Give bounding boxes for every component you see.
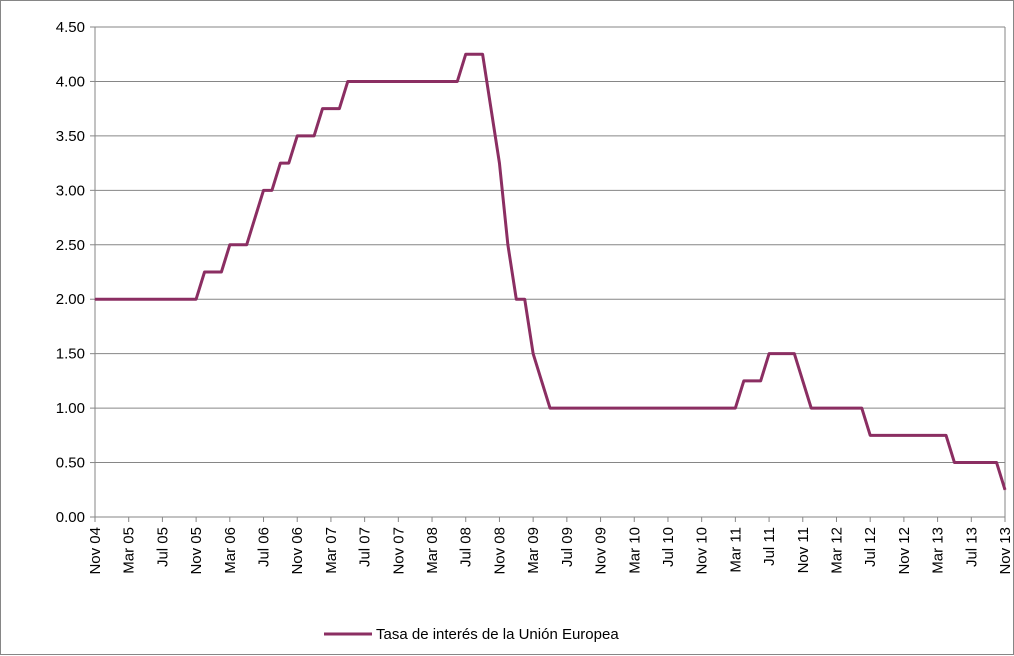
data-point	[810, 407, 812, 409]
y-tick-label: 2.00	[56, 291, 85, 308]
data-point	[734, 407, 736, 409]
data-point	[768, 353, 770, 355]
x-tick-label: Nov 04	[87, 527, 104, 575]
y-tick-label: 0.50	[56, 455, 85, 472]
data-point	[507, 244, 509, 246]
x-tick-label: Nov 12	[896, 527, 913, 575]
x-tick-label: Jul 11	[761, 527, 778, 566]
data-point	[540, 380, 543, 382]
data-point	[802, 380, 804, 382]
data-point	[524, 298, 526, 300]
x-tick-label: Jul 06	[256, 527, 273, 567]
x-tick-label: Mar 08	[424, 527, 441, 574]
x-tick-label: Nov 11	[795, 527, 812, 573]
x-tick-label: Nov 05	[188, 527, 205, 575]
x-tick-label: Nov 10	[694, 527, 711, 575]
legend: Tasa de interés de la Unión Europea	[324, 626, 619, 643]
data-point	[94, 298, 96, 300]
x-tick-label: Jul 08	[458, 527, 475, 567]
data-point	[262, 189, 265, 191]
x-tick-label: Mar 10	[626, 527, 643, 574]
data-point	[254, 216, 256, 219]
y-tick-label: 1.00	[56, 400, 85, 417]
data-point	[869, 434, 871, 436]
x-tick-label: Mar 12	[828, 527, 845, 574]
legend-label: Tasa de interés de la Unión Europea	[376, 626, 619, 643]
data-point	[465, 53, 467, 55]
data-point	[347, 80, 349, 83]
data-point	[945, 434, 947, 436]
x-tick-label: Nov 09	[593, 527, 610, 575]
data-point	[271, 189, 273, 191]
x-tick-label: Nov 08	[491, 527, 508, 575]
y-tick-label: 3.50	[56, 128, 85, 145]
data-point	[743, 380, 745, 382]
data-point	[760, 380, 762, 382]
y-tick-label: 4.00	[56, 73, 85, 90]
x-tick-label: Mar 13	[930, 527, 947, 574]
x-tick-label: Jul 10	[660, 527, 677, 567]
data-point	[321, 108, 324, 110]
x-axis: Nov 04 Mar 05 Jul 05 Nov 05 Mar 06 Jul 06 Nov …	[87, 516, 1014, 575]
data-point	[498, 162, 501, 164]
data-point	[861, 407, 863, 409]
x-tick-label: Mar 05	[121, 527, 138, 574]
y-tick-label: 3.00	[56, 182, 85, 199]
data-point	[288, 162, 290, 164]
series-layer	[94, 52, 1007, 491]
x-tick-label: Nov 13	[997, 527, 1014, 575]
data-point	[793, 353, 795, 355]
data-point	[481, 53, 484, 55]
y-tick-label: 4.50	[56, 19, 85, 36]
data-point	[246, 244, 248, 246]
x-tick-label: Mar 11	[727, 527, 744, 573]
x-tick-label: Jul 13	[963, 527, 980, 567]
x-tick-label: Mar 06	[222, 527, 239, 574]
data-point	[515, 298, 517, 300]
x-tick-label: Jul 09	[559, 527, 576, 567]
data-point	[296, 135, 298, 137]
x-tick-label: Nov 07	[390, 527, 407, 575]
y-axis: 0.00 0.50 1.00 1.50 2.00 2.50 3.00 3.50 4.00 4.50	[56, 19, 96, 526]
x-tick-label: Jul 07	[357, 527, 374, 567]
data-point	[953, 461, 956, 464]
data-point	[220, 271, 222, 273]
data-point	[995, 461, 998, 464]
data-point	[229, 244, 231, 246]
y-tick-label: 2.50	[56, 237, 85, 254]
x-tick-label: Jul 05	[154, 527, 171, 567]
data-point	[532, 353, 534, 355]
x-tick-label: Nov 06	[289, 527, 306, 575]
data-point	[195, 298, 197, 300]
series-line	[95, 52, 1007, 491]
y-tick-label: 0.00	[56, 509, 85, 526]
x-tick-label: Jul 12	[862, 527, 879, 567]
x-tick-label: Mar 07	[323, 527, 340, 574]
grid-lines	[95, 26, 1006, 517]
data-point	[549, 407, 551, 409]
x-tick-label: Mar 09	[525, 527, 542, 574]
y-tick-label: 1.50	[56, 346, 85, 363]
data-point	[338, 108, 340, 110]
data-point	[1004, 489, 1006, 491]
data-point	[456, 80, 458, 83]
data-point	[313, 135, 315, 137]
data-point	[279, 162, 281, 164]
data-point	[203, 271, 206, 273]
